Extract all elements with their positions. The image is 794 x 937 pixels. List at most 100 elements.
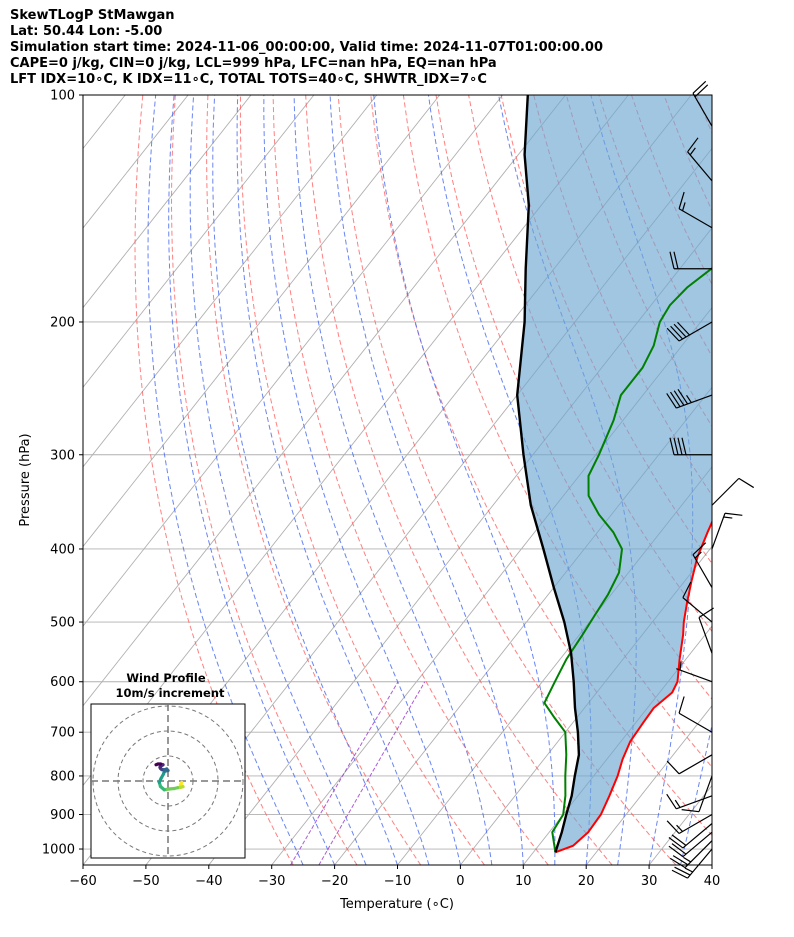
- hodograph-segment: [154, 762, 160, 767]
- parcel-line: [515, 95, 581, 853]
- wind-barb-full: [668, 836, 684, 849]
- isotherm-gridline: [83, 95, 315, 389]
- wind-barb-full: [666, 393, 677, 409]
- hodograph-plot: [91, 704, 245, 858]
- y-tick-label: 600: [50, 675, 75, 690]
- wind-barb-full: [666, 327, 680, 342]
- cin-shading: [517, 95, 712, 853]
- dry-adiabat: [239, 95, 485, 865]
- wind-barb: [668, 823, 713, 849]
- wind-barb-full: [666, 760, 680, 775]
- y-tick-label: 400: [50, 542, 75, 557]
- wind-barb-full: [671, 869, 688, 879]
- x-tick-label: 20: [578, 874, 595, 889]
- dewpoint-line: [543, 267, 712, 853]
- moist-adiabat: [189, 95, 367, 865]
- wind-barb: [687, 137, 713, 182]
- dry-adiabat: [134, 95, 294, 865]
- title-station: SkewTLogP StMawgan: [10, 8, 175, 23]
- wind-barb-full: [674, 866, 691, 876]
- dry-adiabat: [206, 95, 422, 865]
- wind-barb: [666, 814, 713, 835]
- mixing-ratio-line: [290, 681, 399, 865]
- wind-barb-staff: [676, 668, 713, 683]
- y-axis-label: Pressure (hPa): [18, 433, 33, 526]
- wind-barb-full: [672, 855, 689, 866]
- wind-barb-full: [673, 390, 685, 406]
- wind-barb-full: [669, 251, 675, 269]
- wind-barb-full: [673, 251, 679, 269]
- title-indices: LFT IDX=10∘C, K IDX=11∘C, TOTAL TOTS=40∘…: [10, 72, 487, 87]
- wind-barb-full: [692, 542, 707, 556]
- wind-barb-staff: [698, 775, 713, 812]
- title-cape: CAPE=0 j/kg, CIN=0 j/kg, LCL=999 hPa, LF…: [10, 56, 497, 71]
- hodograph-title: Wind Profile: [126, 671, 206, 685]
- wind-barb-full: [678, 191, 685, 209]
- wind-barb-full: [681, 809, 700, 813]
- isotherm-gridline: [83, 95, 566, 707]
- isotherm-gridline: [585, 705, 712, 865]
- wind-barb-full: [671, 834, 687, 846]
- wind-barb-staff: [692, 554, 713, 588]
- wind-barb-full: [671, 843, 687, 855]
- moist-adiabat: [263, 95, 461, 865]
- wind-barb: [711, 512, 743, 550]
- wind-barb-half: [679, 661, 682, 671]
- isotherm-gridline: [83, 95, 378, 468]
- wind-barb-staff: [678, 754, 713, 775]
- wind-barb-full: [670, 325, 683, 340]
- wind-barb-full: [666, 793, 677, 810]
- wind-barb: [668, 831, 713, 858]
- wind-barb-full: [677, 437, 683, 455]
- wind-barb: [666, 754, 713, 775]
- wind-barb: [671, 848, 713, 879]
- wind-barb-full: [677, 389, 689, 405]
- wind-barb: [711, 477, 755, 506]
- wind-barb: [692, 80, 713, 127]
- wind-barb-full: [677, 321, 690, 336]
- wind-barb-full: [694, 84, 709, 98]
- y-tick-label: 800: [50, 769, 75, 784]
- wind-barb-staff: [692, 93, 713, 127]
- y-tick-label: 700: [50, 726, 75, 741]
- wind-barb: [669, 840, 713, 869]
- wind-barb-full: [678, 696, 685, 714]
- wind-barb: [676, 661, 713, 683]
- wind-barb-staff: [682, 597, 713, 623]
- wind-barb: [666, 321, 713, 342]
- wind-barb-full: [668, 845, 684, 858]
- dry-adiabat: [370, 95, 712, 837]
- wind-barb-staff: [678, 208, 713, 229]
- isotherm-gridline: [83, 95, 503, 627]
- dry-adiabat: [435, 95, 712, 700]
- wind-barb-full: [673, 323, 687, 338]
- wind-barb: [669, 437, 712, 456]
- temperature-line: [555, 519, 712, 854]
- moist-adiabat: [212, 95, 398, 865]
- wind-barb: [682, 581, 713, 623]
- y-tick-label: 1000: [42, 843, 75, 858]
- wind-barb-staff: [684, 840, 713, 869]
- y-tick-label: 200: [50, 315, 75, 330]
- title-times: Simulation start time: 2024-11-06_00:00:…: [10, 40, 603, 55]
- x-axis-label: Temperature (∘C): [339, 897, 454, 912]
- title-location: Lat: 50.44 Lon: -5.00: [10, 24, 163, 39]
- wind-barb-full: [698, 607, 714, 619]
- wind-barb-half: [674, 799, 681, 808]
- x-tick-label: −10: [384, 874, 411, 889]
- wind-barb-staff: [676, 394, 713, 409]
- wind-barb-half: [686, 394, 692, 403]
- title-block: SkewTLogP StMawgan Lat: 50.44 Lon: -5.00…: [10, 8, 603, 88]
- isotherm-gridline: [711, 864, 712, 865]
- wind-barb-half: [694, 551, 702, 559]
- x-tick-label: −60: [69, 874, 96, 889]
- wind-barb-full: [724, 512, 743, 516]
- moist-adiabat: [236, 95, 430, 865]
- hodograph-subtitle: 10m/s increment: [116, 686, 225, 700]
- wind-barb-half: [683, 856, 692, 863]
- wind-barb-staff: [682, 831, 713, 858]
- y-tick-label: 300: [50, 448, 75, 463]
- wind-barb-staff: [687, 848, 713, 879]
- wind-barb-staff: [711, 513, 726, 550]
- wind-barb: [678, 191, 713, 229]
